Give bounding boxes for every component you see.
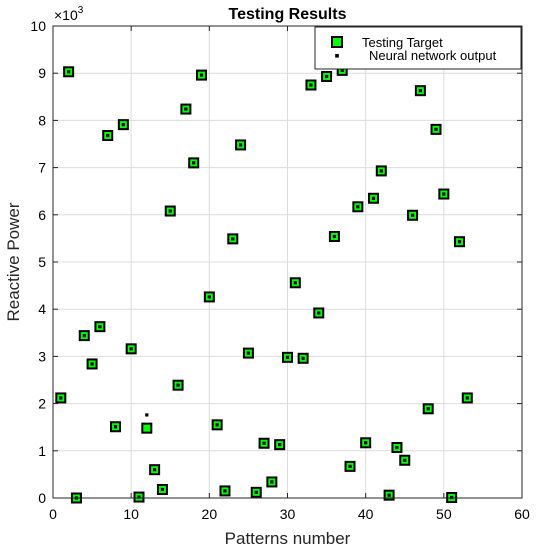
- output-point: [301, 356, 305, 360]
- y-tick-label: 2: [38, 396, 46, 412]
- output-point: [246, 351, 251, 355]
- output-point: [129, 347, 133, 351]
- output-point: [270, 480, 274, 484]
- output-point: [184, 107, 188, 111]
- legend-marker-testing-target: [331, 36, 343, 48]
- output-point: [137, 495, 141, 499]
- output-point: [262, 441, 266, 445]
- y-multiplier-base: ×10: [54, 7, 78, 23]
- output-point: [176, 383, 180, 387]
- y-tick-label: 0: [38, 490, 46, 506]
- axis-ticks: 0 10 20 30 40 50 60 0 1 2 3 4 5 6 7 8 9 10: [30, 18, 530, 522]
- output-point: [90, 362, 94, 366]
- output-point: [309, 83, 313, 87]
- output-point: [192, 161, 196, 165]
- output-point: [67, 70, 71, 74]
- target-point: [141, 422, 153, 434]
- legend-label-testing-target: Testing Target: [362, 35, 443, 50]
- output-point: [168, 209, 172, 213]
- output-point: [278, 443, 282, 447]
- y-multiplier-exponent: 3: [78, 5, 84, 16]
- y-axis-multiplier: ×103: [54, 5, 84, 23]
- output-point: [285, 355, 290, 359]
- output-point: [239, 143, 243, 147]
- output-point: [215, 423, 219, 427]
- output-point: [348, 464, 352, 468]
- output-point: [113, 425, 118, 429]
- output-point: [160, 487, 165, 492]
- output-point: [98, 325, 102, 329]
- output-point: [153, 468, 157, 472]
- output-point: [371, 196, 376, 200]
- output-point: [82, 334, 86, 338]
- legend-box: [314, 26, 522, 70]
- output-point: [207, 295, 211, 299]
- output-point: [332, 234, 336, 239]
- y-tick-label: 3: [38, 348, 46, 364]
- output-point: [395, 445, 399, 450]
- y-tick-label: 8: [38, 112, 46, 128]
- output-point: [465, 396, 469, 400]
- output-point: [121, 123, 125, 127]
- x-tick-label: 0: [49, 506, 57, 522]
- output-point: [199, 73, 204, 77]
- x-tick-label: 60: [514, 506, 530, 522]
- output-point: [145, 413, 149, 417]
- output-point: [317, 311, 321, 315]
- output-point: [340, 68, 344, 72]
- output-point: [410, 213, 415, 217]
- output-point: [223, 489, 227, 493]
- output-point: [442, 192, 446, 196]
- x-tick-label: 20: [202, 506, 218, 522]
- y-tick-label: 5: [38, 254, 46, 270]
- x-tick-label: 30: [280, 506, 296, 522]
- output-point: [364, 441, 368, 445]
- output-point: [293, 281, 297, 285]
- x-tick-label: 40: [358, 506, 374, 522]
- output-point: [418, 89, 422, 93]
- x-tick-label: 50: [436, 506, 452, 522]
- output-point: [59, 396, 63, 400]
- output-point: [403, 458, 407, 462]
- chart-title: Testing Results: [229, 6, 347, 23]
- y-tick-label: 10: [30, 18, 46, 34]
- legend-label-neural-output: Neural network output: [369, 48, 497, 63]
- y-axis-label: Reactive Power: [4, 202, 23, 321]
- legend-marker-neural-output: [335, 54, 339, 58]
- output-point: [387, 493, 391, 497]
- output-point: [379, 169, 383, 173]
- output-point: [457, 240, 462, 244]
- output-point: [426, 407, 430, 411]
- output-point: [356, 205, 360, 209]
- x-axis-label: Patterns number: [225, 529, 351, 548]
- y-tick-label: 7: [38, 160, 46, 176]
- y-tick-label: 9: [38, 65, 46, 81]
- y-tick-label: 1: [38, 443, 46, 459]
- x-tick-label: 10: [123, 506, 139, 522]
- y-tick-label: 6: [38, 207, 46, 223]
- output-point: [106, 133, 110, 138]
- y-tick-label: 4: [38, 301, 46, 317]
- output-point: [231, 237, 235, 241]
- output-point: [324, 74, 329, 79]
- output-point: [434, 127, 438, 131]
- output-point: [254, 490, 258, 494]
